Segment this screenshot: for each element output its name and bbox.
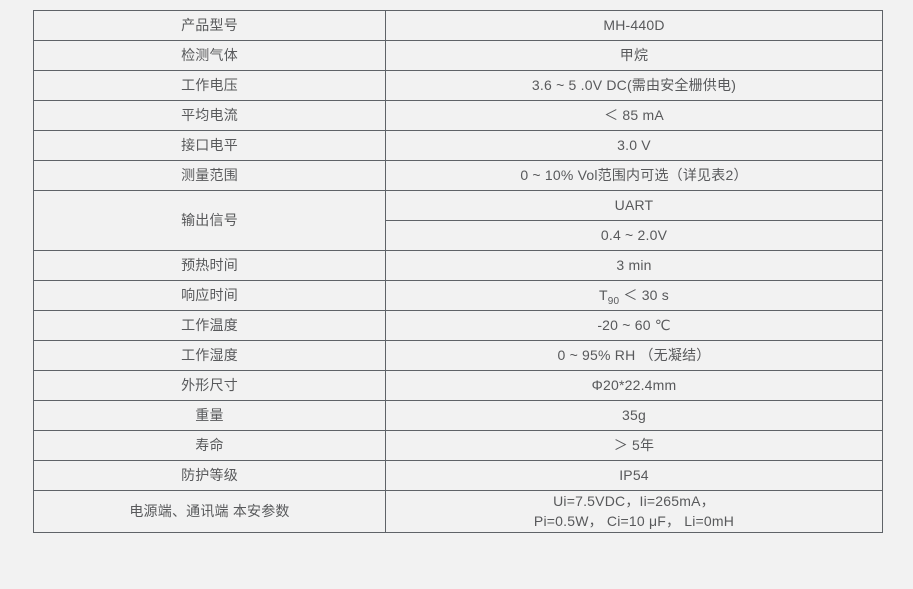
table-row: 寿命 ＞ 5年 [33, 430, 883, 461]
table-row: 检测气体 甲烷 [33, 40, 883, 71]
spec-label-working-voltage: 工作电压 [33, 70, 386, 101]
spec-value-lifetime: ＞ 5年 [385, 430, 883, 461]
table-row: 响应时间 T90 ＜ 30 s [33, 280, 883, 311]
response-time-subscript: 90 [607, 296, 620, 308]
spec-value-detected-gas: 甲烷 [385, 40, 883, 71]
spec-value-weight: 35g [385, 400, 883, 431]
table-row: 电源端、通讯端 本安参数 Ui=7.5VDC，Ii=265mA， Pi=0.5W… [33, 490, 883, 533]
product-specification-table: 产品型号 MH-440D 检测气体 甲烷 工作电压 3.6 ~ 5 .0V DC… [33, 10, 883, 533]
spec-label-working-humidity: 工作湿度 [33, 340, 386, 371]
spec-label-response-time: 响应时间 [33, 280, 386, 311]
spec-label-intrinsic-safety-parameters: 电源端、通讯端 本安参数 [33, 490, 386, 533]
table-row: 重量 35g [33, 400, 883, 431]
table-row: 输出信号 UART [33, 190, 883, 251]
spec-value-working-temperature: -20 ~ 60 ℃ [385, 310, 883, 341]
table-row: 工作温度 -20 ~ 60 ℃ [33, 310, 883, 341]
spec-label-output-signal: 输出信号 [33, 190, 386, 251]
spec-label-working-temperature: 工作温度 [33, 310, 386, 341]
spec-label-interface-level: 接口电平 [33, 130, 386, 161]
table-row: 平均电流 ＜ 85 mA [33, 100, 883, 131]
table-row: 0.4 ~ 2.0V [34, 220, 883, 251]
table-row: 产品型号 MH-440D [33, 10, 883, 41]
spec-value-interface-level: 3.0 V [385, 130, 883, 161]
response-time-threshold: ＜ 30 s [619, 287, 669, 304]
intrinsic-safety-line-1: Ui=7.5VDC，Ii=265mA， [553, 493, 715, 509]
spec-table-container: 产品型号 MH-440D 检测气体 甲烷 工作电压 3.6 ~ 5 .0V DC… [33, 10, 883, 565]
spec-value-output-signal-uart: UART [385, 190, 883, 221]
table-row: 预热时间 3 min [33, 250, 883, 281]
intrinsic-safety-line-2: Pi=0.5W， Ci=10 μF， Li=0mH [533, 513, 735, 530]
spec-label-average-current: 平均电流 [33, 100, 386, 131]
table-row: 工作湿度 0 ~ 95% RH （无凝结） [33, 340, 883, 371]
table-row: 防护等级 IP54 [33, 460, 883, 491]
spec-value-average-current: ＜ 85 mA [385, 100, 883, 131]
response-time-symbol: T [599, 287, 608, 304]
spec-label-weight: 重量 [33, 400, 386, 431]
spec-value-dimensions: Φ20*22.4mm [385, 370, 883, 401]
spec-value-output-signal-analog: 0.4 ~ 2.0V [385, 220, 883, 251]
spec-label-detected-gas: 检测气体 [33, 40, 386, 71]
spec-value-product-model: MH-440D [385, 10, 883, 41]
spec-value-intrinsic-safety-parameters: Ui=7.5VDC，Ii=265mA， Pi=0.5W， Ci=10 μF， L… [385, 490, 883, 533]
spec-value-working-humidity: 0 ~ 95% RH （无凝结） [385, 340, 883, 371]
spec-value-preheat-time: 3 min [385, 250, 883, 281]
spec-label-lifetime: 寿命 [33, 430, 386, 461]
table-row: 测量范围 0 ~ 10% Vol范围内可选（详见表2） [33, 160, 883, 191]
spec-label-measuring-range: 测量范围 [33, 160, 386, 191]
table-row: 外形尺寸 Φ20*22.4mm [33, 370, 883, 401]
table-row: 接口电平 3.0 V [33, 130, 883, 161]
spec-label-protection-grade: 防护等级 [33, 460, 386, 491]
spec-value-protection-grade: IP54 [385, 460, 883, 491]
table-row: 工作电压 3.6 ~ 5 .0V DC(需由安全栅供电) [33, 70, 883, 101]
spec-label-dimensions: 外形尺寸 [33, 370, 386, 401]
spec-value-working-voltage: 3.6 ~ 5 .0V DC(需由安全栅供电) [385, 70, 883, 101]
spec-label-preheat-time: 预热时间 [33, 250, 386, 281]
spec-value-measuring-range: 0 ~ 10% Vol范围内可选（详见表2） [385, 160, 883, 191]
spec-table-body: 产品型号 MH-440D 检测气体 甲烷 工作电压 3.6 ~ 5 .0V DC… [33, 10, 883, 533]
spec-value-response-time: T90 ＜ 30 s [385, 280, 883, 311]
spec-label-product-model: 产品型号 [33, 10, 386, 41]
